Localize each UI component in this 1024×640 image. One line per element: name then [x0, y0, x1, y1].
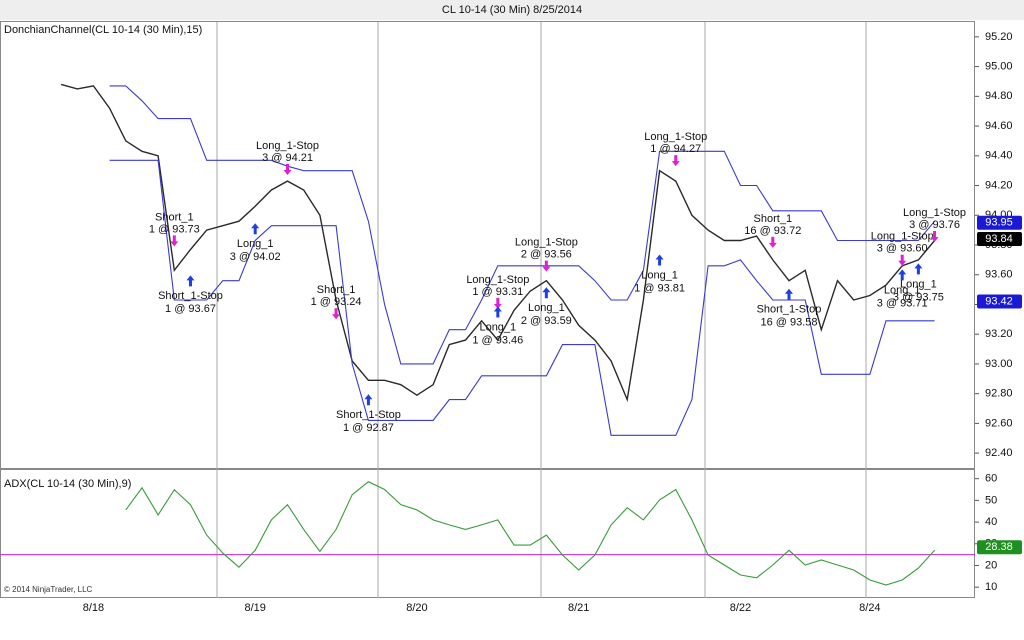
price-marker — [977, 215, 1022, 230]
x-tick-label: 8/18 — [83, 602, 104, 614]
trade-label: Long_1 — [641, 269, 678, 281]
trade-detail: 1 @ 93.24 — [311, 296, 362, 308]
y-tick-label: 92.40 — [985, 447, 1013, 459]
y-tick-label: 94.20 — [985, 179, 1013, 191]
y-tick-label: 92.80 — [985, 388, 1013, 400]
price-marker — [977, 232, 1022, 247]
trade-detail: 1 @ 93.31 — [472, 286, 523, 298]
y-tick-label: 94.80 — [985, 90, 1013, 102]
trade-arrow — [251, 223, 260, 235]
y-tick-label: 93.60 — [985, 269, 1013, 281]
trade-label: Short_1-Stop — [336, 409, 401, 421]
trade-detail: 3 @ 93.75 — [893, 291, 944, 303]
trade-arrow — [170, 235, 179, 247]
chart-title: CL 10-14 (30 Min) 8/25/2014 — [442, 4, 582, 16]
y-tick-label: 93.00 — [985, 358, 1013, 370]
trade-label: Long_1 — [900, 278, 937, 290]
title-bar — [0, 0, 1024, 20]
trade-detail: 3 @ 93.71 — [877, 297, 928, 309]
trade-detail: 1 @ 93.46 — [472, 334, 523, 346]
trade-detail: 3 @ 94.02 — [230, 251, 281, 263]
trade-label: Long_1-Stop — [515, 237, 578, 249]
session-separators — [216, 22, 867, 598]
trade-detail: 1 @ 94.27 — [650, 143, 701, 155]
trade-arrow — [671, 155, 680, 167]
trade-detail: 3 @ 93.60 — [877, 243, 928, 255]
price-marker-label: 28.38 — [985, 541, 1013, 553]
copyright: © 2014 NinjaTrader, LLC — [4, 585, 93, 594]
trade-detail: 2 @ 93.56 — [521, 249, 572, 261]
trade-arrow — [914, 263, 923, 275]
trade-label: Long_1-Stop — [903, 207, 966, 219]
price-panel — [0, 21, 975, 469]
y-tick-label: 94.40 — [985, 150, 1013, 162]
trade-detail: 3 @ 93.76 — [909, 219, 960, 231]
price-marker — [977, 540, 1022, 555]
trade-detail: 3 @ 94.21 — [262, 152, 313, 164]
trade-arrow — [186, 275, 195, 287]
y-tick-label: 40 — [985, 516, 997, 528]
trade-label: Long_1-Stop — [256, 140, 319, 152]
trade-detail: 1 @ 93.73 — [149, 223, 200, 235]
indicator-label: ADX(CL 10-14 (30 Min),9) — [4, 478, 131, 490]
price-marker-label: 93.84 — [985, 233, 1013, 245]
y-tick-label: 94.60 — [985, 120, 1013, 132]
trade-arrow — [898, 269, 907, 281]
series-line — [109, 85, 936, 365]
trade-label: Long_1 — [479, 321, 516, 333]
series-line — [109, 159, 935, 436]
trade-detail: 2 @ 93.59 — [521, 315, 572, 327]
trade-arrow — [493, 306, 502, 318]
y-tick-label: 20 — [985, 559, 997, 571]
trade-arrow — [784, 288, 793, 300]
trade-label: Short_1 — [754, 213, 793, 225]
y-tick-label: 50 — [985, 494, 997, 506]
y-tick-label: 95.00 — [985, 61, 1013, 73]
trade-arrow — [768, 236, 777, 248]
trade-arrow — [332, 308, 341, 320]
trade-detail: 1 @ 93.81 — [634, 282, 685, 294]
x-tick-label: 8/20 — [406, 602, 427, 614]
y-tick-label: 95.20 — [985, 31, 1013, 43]
trade-label: Short_1 — [155, 211, 194, 223]
trade-label: Long_1-Stop — [466, 274, 529, 286]
y-tick-label: 10 — [985, 581, 997, 593]
trade-label: Long_1 — [237, 238, 274, 250]
x-tick-label: 8/21 — [568, 602, 589, 614]
x-tick-label: 8/19 — [244, 602, 265, 614]
trade-detail: 16 @ 93.72 — [744, 225, 801, 237]
price-marker-label: 93.42 — [985, 295, 1013, 307]
trade-label: Long_1 — [528, 302, 565, 314]
trade-arrow — [364, 394, 373, 406]
series-line — [60, 83, 936, 403]
x-tick-label: 8/24 — [859, 602, 880, 614]
trade-label: Short_1-Stop — [158, 290, 223, 302]
trade-arrow — [283, 164, 292, 176]
x-tick-label: 8/22 — [730, 602, 751, 614]
trade-detail: 1 @ 93.67 — [165, 303, 216, 315]
trade-detail: 1 @ 92.87 — [343, 422, 394, 434]
trade-detail: 16 @ 93.58 — [760, 317, 817, 329]
y-tick-label: 92.60 — [985, 417, 1013, 429]
series-line — [125, 481, 936, 586]
trade-arrow — [542, 260, 551, 272]
price-marker-label: 93.95 — [985, 217, 1013, 229]
trade-label: Long_1-Stop — [644, 131, 707, 143]
trade-arrow — [655, 254, 664, 266]
adx-panel — [0, 469, 975, 598]
trade-label: Short_1 — [317, 284, 356, 296]
price-marker — [977, 294, 1022, 309]
trade-arrow — [930, 230, 939, 242]
trade-arrow — [898, 254, 907, 266]
trade-arrow — [493, 297, 502, 309]
y-tick-label: 60 — [985, 473, 997, 485]
y-tick-label: 93.20 — [985, 328, 1013, 340]
trade-arrow — [542, 287, 551, 299]
trade-label: Long_1-Stop — [871, 231, 934, 243]
indicator-label: DonchianChannel(CL 10-14 (30 Min),15) — [4, 24, 202, 36]
trade-label: Long_1 — [884, 284, 921, 296]
trade-label: Short_1-Stop — [757, 304, 822, 316]
